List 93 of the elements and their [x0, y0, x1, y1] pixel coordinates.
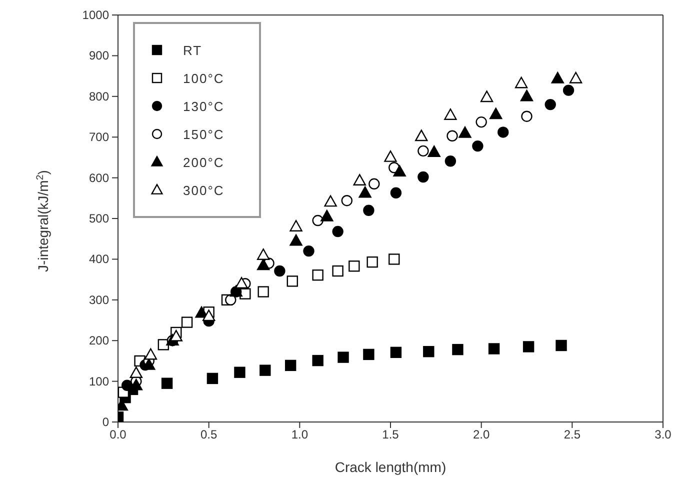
point [562, 84, 574, 96]
point [480, 90, 494, 102]
point [284, 360, 296, 372]
legend-label: 150°C [183, 126, 224, 142]
point [274, 265, 286, 277]
point [521, 110, 532, 122]
point [490, 108, 502, 120]
point [488, 343, 500, 354]
point [202, 310, 216, 322]
point [341, 194, 352, 206]
point [324, 195, 337, 207]
x-tick-label: 1.5 [382, 428, 400, 442]
point [312, 214, 324, 226]
point [234, 366, 246, 378]
point [452, 344, 464, 356]
point [320, 210, 334, 222]
point [225, 294, 236, 306]
legend-label: 200°C [183, 154, 224, 170]
x-axis-title: Crack length(mm) [334, 459, 446, 475]
y-tick-label: 600 [88, 170, 110, 185]
point [423, 346, 434, 358]
y-tick-label: 0 [102, 415, 110, 429]
point [121, 380, 133, 391]
point [161, 378, 173, 389]
point [418, 171, 429, 183]
point [393, 165, 406, 177]
y-tick-label: 100 [88, 374, 110, 388]
legend-label: 130°C [183, 98, 224, 114]
x-tick-label: 0.0 [110, 428, 127, 442]
legend-label: RT [183, 42, 202, 58]
point [514, 76, 528, 88]
point [256, 258, 270, 270]
y-tick-label: 500 [88, 212, 110, 226]
y-tick-label: 300 [88, 292, 110, 307]
point [256, 248, 270, 260]
point [363, 204, 374, 216]
point [556, 340, 567, 352]
point [444, 156, 456, 167]
point [520, 90, 534, 102]
point [195, 306, 208, 318]
point [388, 254, 400, 265]
point [415, 130, 428, 142]
point [418, 145, 429, 157]
point [260, 364, 271, 376]
x-tick-label: 3.0 [654, 428, 672, 442]
y-tick-label: 400 [88, 252, 110, 266]
point [206, 372, 218, 384]
point [286, 276, 298, 287]
x-tick-label: 2.0 [472, 428, 490, 442]
point [368, 178, 380, 190]
point [312, 354, 324, 366]
point [444, 108, 457, 120]
y-tick-label: 700 [88, 130, 110, 144]
point [358, 186, 372, 198]
y-tick-label: 800 [88, 89, 110, 104]
point [303, 245, 314, 257]
point [551, 72, 564, 84]
point [144, 348, 158, 360]
point [363, 348, 374, 360]
point [428, 146, 440, 158]
point [458, 126, 472, 138]
legend-label: 300°C [183, 182, 224, 198]
point [569, 72, 582, 84]
point [130, 366, 143, 378]
point [312, 269, 324, 281]
point [522, 341, 534, 352]
point [498, 126, 509, 138]
point [348, 260, 360, 272]
point [290, 234, 302, 246]
point [353, 174, 366, 186]
point [142, 358, 156, 370]
legend-label: 100°C [183, 70, 224, 86]
point [366, 256, 378, 268]
point [390, 187, 402, 198]
point [446, 130, 458, 142]
point [181, 316, 193, 328]
y-tick-label: 200 [88, 334, 110, 348]
point [290, 220, 302, 232]
x-tick-label: 0.5 [200, 428, 218, 442]
point [476, 116, 487, 128]
point [258, 286, 269, 298]
point [384, 150, 397, 162]
point [338, 352, 349, 363]
point [544, 98, 556, 110]
x-tick-label: 1.0 [291, 428, 308, 442]
y-tick-label: 1000 [82, 8, 110, 22]
x-tick-label: 2.5 [564, 428, 581, 442]
point [235, 277, 248, 288]
point [332, 265, 344, 277]
y-tick-label: 900 [88, 48, 110, 63]
point [332, 226, 344, 238]
point [390, 346, 402, 358]
point [472, 140, 484, 152]
